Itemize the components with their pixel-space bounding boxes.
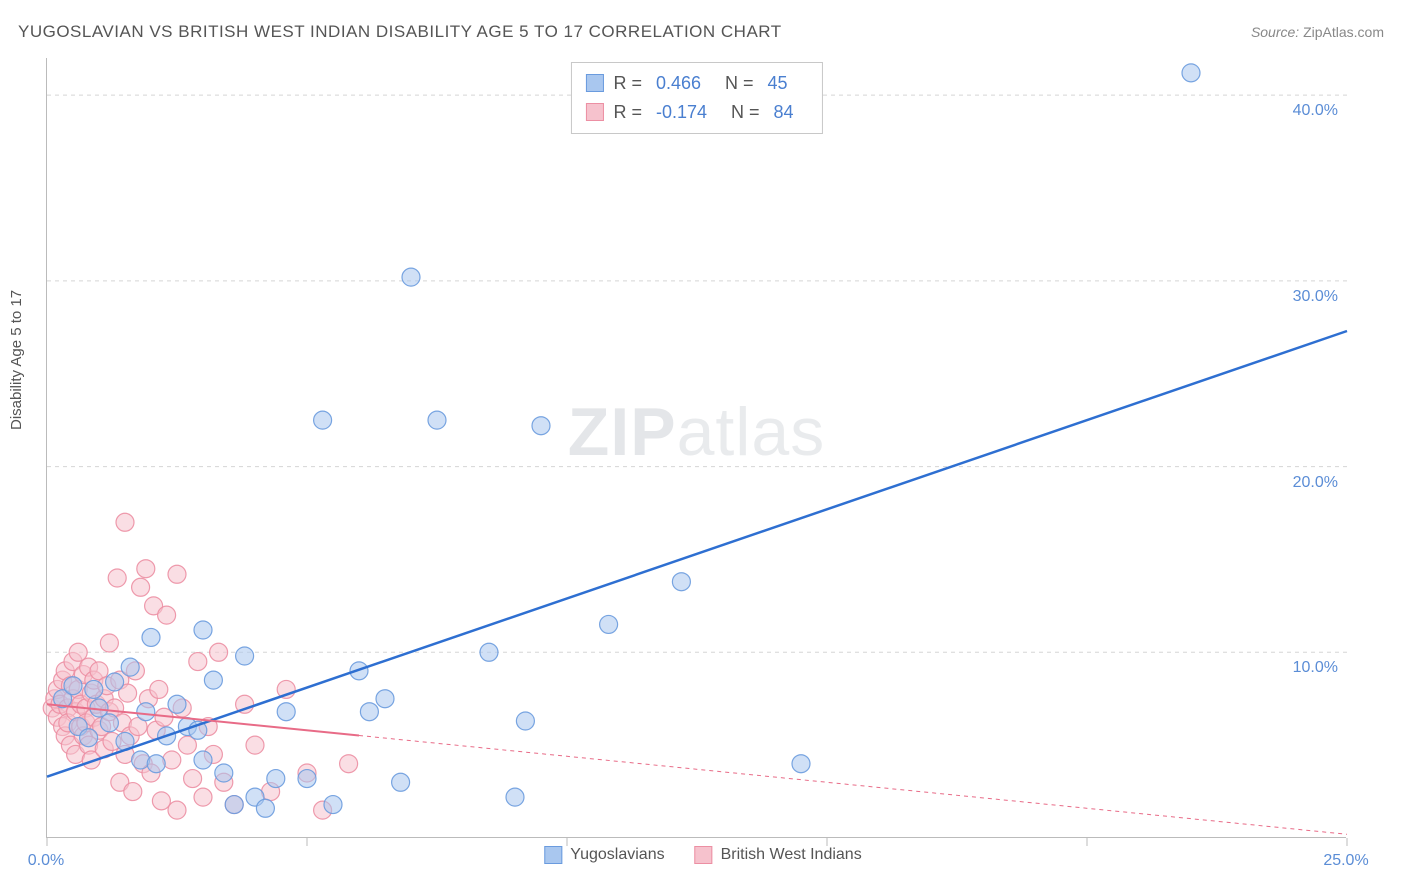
data-point	[152, 792, 170, 810]
data-point	[1182, 64, 1200, 82]
data-point	[672, 573, 690, 591]
chart-title: YUGOSLAVIAN VS BRITISH WEST INDIAN DISAB…	[18, 22, 782, 42]
data-point	[100, 634, 118, 652]
data-point	[137, 703, 155, 721]
legend-item: Yugoslavians	[544, 846, 664, 864]
data-point	[168, 565, 186, 583]
stats-row: R = -0.174 N = 84	[585, 98, 807, 127]
data-point	[142, 628, 160, 646]
data-point	[168, 695, 186, 713]
data-point	[340, 755, 358, 773]
source-attribution: Source: ZipAtlas.com	[1251, 24, 1384, 40]
data-point	[194, 751, 212, 769]
data-point	[116, 513, 134, 531]
y-tick-label: 20.0%	[1293, 474, 1338, 492]
y-tick-label: 40.0%	[1293, 102, 1338, 120]
stat-r-label: R =	[613, 98, 642, 127]
stat-r-value: 0.466	[656, 69, 701, 98]
chart-plot-area: ZIPatlas R =0.466N =45R =-0.174N =84 10.…	[46, 58, 1346, 838]
data-point	[210, 643, 228, 661]
data-point	[298, 770, 316, 788]
data-point	[246, 736, 264, 754]
stats-row: R = 0.466 N = 45	[585, 69, 807, 98]
data-point	[100, 714, 118, 732]
stat-n-value: 45	[768, 69, 788, 98]
y-axis-label: Disability Age 5 to 17	[8, 290, 25, 430]
data-point	[80, 729, 98, 747]
data-point	[132, 751, 150, 769]
data-point	[314, 411, 332, 429]
stat-n-label: N =	[725, 69, 754, 98]
data-point	[189, 653, 207, 671]
stats-legend-box: R = 0.466 N = 45 R = -0.174 N = 84	[570, 62, 822, 134]
legend-swatch	[585, 103, 603, 121]
data-point	[184, 770, 202, 788]
x-tick-label: 25.0%	[1323, 852, 1368, 870]
data-point	[132, 578, 150, 596]
data-point	[121, 658, 139, 676]
legend-swatch	[544, 846, 562, 864]
data-point	[137, 560, 155, 578]
data-point	[428, 411, 446, 429]
data-point	[194, 621, 212, 639]
data-point	[108, 569, 126, 587]
source-label: Source:	[1251, 24, 1299, 40]
y-tick-label: 10.0%	[1293, 659, 1338, 677]
stat-r-label: R =	[613, 69, 642, 98]
data-point	[236, 647, 254, 665]
data-point	[600, 615, 618, 633]
source-value: ZipAtlas.com	[1303, 24, 1384, 40]
stat-n-value: 84	[774, 98, 794, 127]
data-point	[267, 770, 285, 788]
trend-line	[47, 331, 1347, 777]
legend-label: British West Indians	[721, 846, 862, 864]
data-point	[532, 417, 550, 435]
legend-swatch	[585, 74, 603, 92]
data-point	[150, 680, 168, 698]
y-tick-label: 30.0%	[1293, 288, 1338, 306]
data-point	[158, 606, 176, 624]
stat-r-value: -0.174	[656, 98, 707, 127]
data-point	[506, 788, 524, 806]
data-point	[277, 703, 295, 721]
bottom-legend: Yugoslavians British West Indians	[544, 846, 861, 864]
trend-line-dashed	[359, 735, 1347, 834]
data-point	[124, 783, 142, 801]
data-point	[516, 712, 534, 730]
data-point	[147, 755, 165, 773]
stat-n-label: N =	[731, 98, 760, 127]
data-point	[168, 801, 186, 819]
data-point	[376, 690, 394, 708]
legend-item: British West Indians	[695, 846, 862, 864]
data-point	[194, 788, 212, 806]
data-point	[480, 643, 498, 661]
data-point	[85, 680, 103, 698]
x-tick-label: 0.0%	[28, 852, 64, 870]
data-point	[256, 799, 274, 817]
data-point	[324, 796, 342, 814]
legend-swatch	[695, 846, 713, 864]
data-point	[225, 796, 243, 814]
data-point	[215, 764, 233, 782]
data-point	[402, 268, 420, 286]
data-point	[163, 751, 181, 769]
data-point	[360, 703, 378, 721]
data-point	[106, 673, 124, 691]
legend-label: Yugoslavians	[570, 846, 664, 864]
data-point	[204, 671, 222, 689]
chart-svg	[47, 58, 1346, 837]
data-point	[392, 773, 410, 791]
data-point	[64, 677, 82, 695]
data-point	[792, 755, 810, 773]
